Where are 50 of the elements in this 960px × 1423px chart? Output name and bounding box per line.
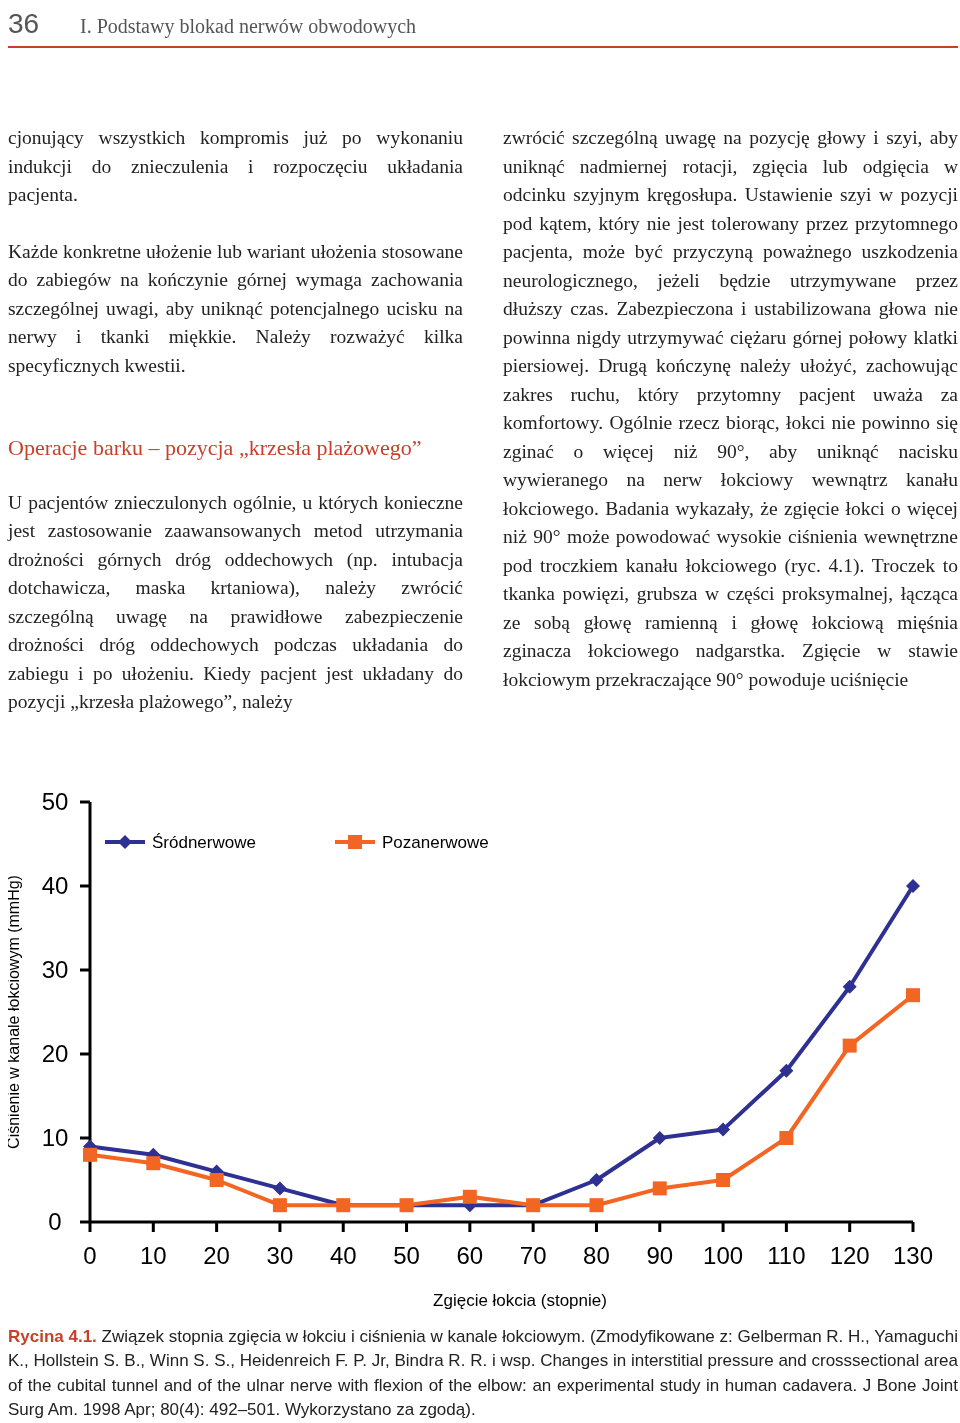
text: Każde konkretne ułożenie lub wariant ułożenia stosowane do zabiegów na kończynie górnej wymaga zachowania szczególnej uwagi, aby uniknąć potencjalnego ucisku na nerwy i tkanki miękkie. Należy rozważyć kilka specyficznych kwestii.: [8, 239, 463, 378]
y-tick-label: 40: [41, 871, 69, 899]
point: [906, 878, 920, 893]
y-tick-label: 30: [41, 955, 69, 983]
legend-label: Śródnerwowe: [152, 832, 256, 852]
y-tick-label: 0: [48, 1207, 62, 1235]
x-tick-label: 20: [203, 1241, 230, 1269]
point: [842, 1038, 857, 1053]
text: Rycina 4.1.: [8, 1326, 97, 1346]
x-tick-label: 80: [583, 1241, 610, 1269]
point: [589, 1197, 604, 1212]
x-tick-label: 10: [139, 1241, 167, 1269]
text: zwrócić szczególną uwagę na pozycję głowy i szyi, aby uniknąć nadmiernej rotacji, zgięcia lub odgięcia w odcinku szyjnym kręgosłupa. Ustawienie szyi w pozycji pod kątem, który nie jest tolerowany przez przytomnego pacjenta, może być przyczyną poważnego uszkodzenia neurologicznego, jeżeli będzie utrzymywane przez dłuższy czas. Zabezpieczona i ustabilizowana głowa nie powinna nigdy utrzymywać ciężaru górnej połowy klatki piersiowej. Drugą kończynę należy ułożyć, zachowując zakres ruchu, który przytomny pacjent uważa za komfortowy. Ogólnie rzecz biorąc, łokci nie powinno się zginać o więcej niż 90°, aby uniknąć nacisku wywieranego na nerw łokciowy wewnątrz kanału łokciowego. Badania wykazały, że zgięcie łokci o więcej niż 90° może powodować wysokie ciśnienia wewnętrzne pod troczkiem kanału łokciowego (ryc. 4.1). Troczek to tkanka powięzi, grubsza w części proksymalnej, łącząca ze sobą głowę ramienną i głowę łokciową mięśnia zginacza łokciowego nadgarstka. Zgięcie w stawie łokciowym przekraczające 90° powoduje uciśnięcie: [503, 127, 958, 690]
point: [652, 1130, 667, 1145]
text: cjonujący wszystkich kompromis już po wykonaniu indukcji do znieczulenia i rozpoczęciu układania pacjenta.: [8, 126, 463, 207]
x-tick-label: 60: [456, 1241, 484, 1269]
point: [652, 1180, 667, 1195]
point: [272, 1197, 287, 1212]
point: [716, 1172, 731, 1187]
text: U pacjentów znieczulonych ogólnie, u których konieczne jest zastosowanie zaawansowanych metod utrzymania drożności górnych dróg oddechowych (np. intubacja dotchawicza, maska krtaniowa), należy zwrócić szczególną uwagę na prawidłowe zabezpieczenie drożności dróg oddechowych podczas układania do zabiegu i po ułożeniu. Kiedy pacjent jest układany do pozycji „krzesła plażowego”, należy: [8, 490, 463, 714]
legend-label: Pozanerwowe: [382, 832, 489, 852]
point: [906, 987, 920, 1002]
text: Operacje barku – pozycja „krzesła plażowego”: [8, 434, 423, 462]
x-tick-label: 0: [83, 1241, 97, 1269]
text: I. Podstawy blokad nerwów obwodowych: [80, 15, 417, 38]
x-tick-label: 100: [703, 1241, 744, 1269]
point: [716, 1122, 731, 1137]
x-tick-label: 120: [829, 1241, 870, 1269]
x-tick-label: 130: [892, 1241, 934, 1269]
point: [83, 1147, 97, 1162]
y-tick-label: 20: [41, 1039, 69, 1067]
x-tick-label: 30: [266, 1241, 294, 1269]
x-tick-label: 110: [767, 1241, 806, 1269]
point: [779, 1130, 794, 1145]
point: [146, 1155, 161, 1170]
y-axis-title: Ciśnienie w kanale łokciowym (mmHg): [5, 874, 22, 1149]
point: [462, 1189, 477, 1204]
y-tick-label: 50: [41, 787, 69, 815]
x-tick-label: 90: [646, 1241, 674, 1269]
point: [272, 1180, 287, 1195]
point: [209, 1172, 224, 1187]
x-tick-label: 70: [519, 1241, 547, 1269]
x-tick-label: 50: [393, 1241, 420, 1269]
point: [589, 1172, 604, 1187]
y-tick-label: 10: [41, 1123, 69, 1151]
x-axis-title: Zgięcie łokcia (stopnie): [433, 1290, 607, 1310]
point: [779, 1063, 794, 1078]
x-tick-label: 40: [329, 1241, 357, 1269]
text: 36: [8, 8, 41, 40]
point: [842, 979, 857, 994]
